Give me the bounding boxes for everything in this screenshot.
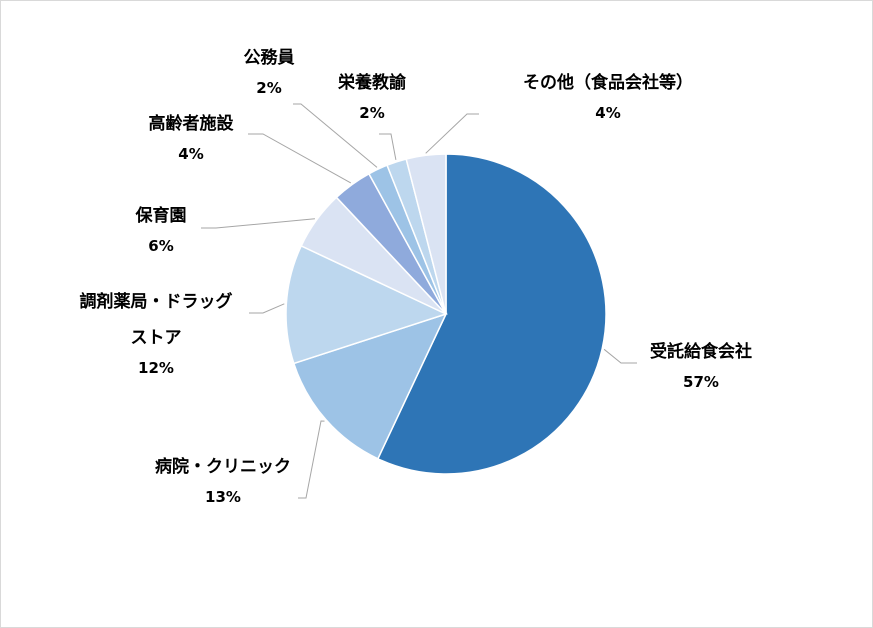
- slice-2-wedge: [292, 312, 448, 460]
- slice-5-name-label: 高齢者施設: [149, 113, 235, 134]
- pie-slices: [285, 153, 607, 475]
- slice-7-name-label: 栄養教諭: [337, 72, 407, 93]
- slice-1-leader-line: [603, 348, 637, 364]
- slice-3-name-label: 調剤薬局・ドラッグ: [80, 291, 233, 312]
- slice-8-name-label: その他（食品会社等）: [523, 72, 693, 93]
- slice-1-wedge: [376, 153, 607, 475]
- slice-8-wedge: [405, 153, 447, 315]
- slice-8-leader-line: [425, 113, 479, 154]
- slice-7-leader-line: [379, 133, 397, 160]
- slice-5-leader-line: [248, 133, 352, 184]
- slice-8-percent-label: 4%: [595, 104, 620, 122]
- slice-2-percent-label: 13%: [205, 488, 241, 506]
- slice-6-name-label: 公務員: [244, 47, 295, 68]
- slice-3-percent-label: 12%: [138, 359, 174, 377]
- slice-3-name-label: ストア: [131, 328, 182, 348]
- slice-3-leader-line: [249, 303, 285, 314]
- slice-4-name-label: 保育園: [135, 205, 187, 226]
- slice-4-percent-label: 6%: [148, 237, 173, 255]
- slice-6-leader-line: [293, 103, 378, 168]
- leader-lines: [201, 103, 637, 499]
- slice-2-leader-line: [298, 420, 325, 499]
- slice-2-name-label: 病院・クリニック: [155, 456, 291, 477]
- slice-4-leader-line: [201, 218, 315, 229]
- slice-3-wedge: [285, 244, 449, 365]
- slice-7-percent-label: 2%: [359, 104, 384, 122]
- slice-1-percent-label: 57%: [683, 373, 719, 391]
- slice-5-percent-label: 4%: [178, 145, 203, 163]
- slice-1-name-label: 受託給食会社: [650, 341, 752, 362]
- slice-6-percent-label: 2%: [256, 79, 281, 97]
